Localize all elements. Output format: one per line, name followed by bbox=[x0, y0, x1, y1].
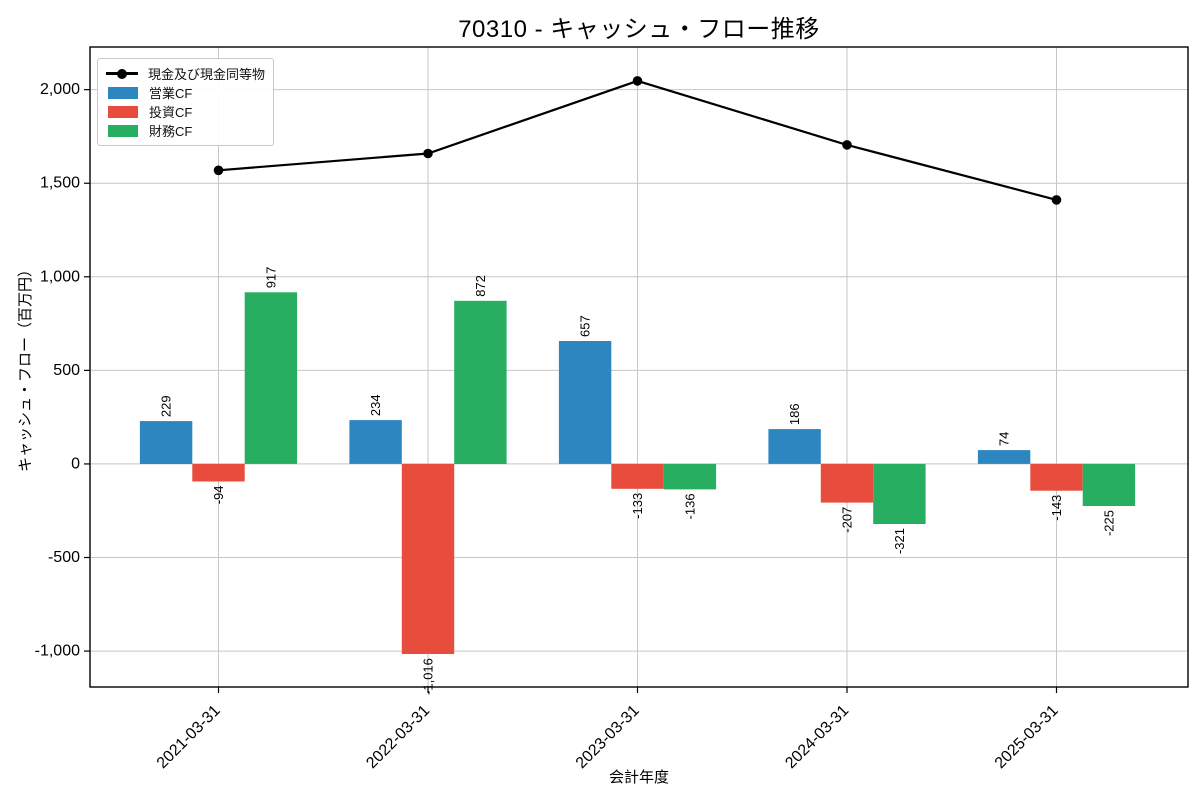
cash-equivalents-marker-2021-03-31 bbox=[213, 165, 224, 176]
bar-value-label: 872 bbox=[473, 275, 488, 297]
bar-value-label: -136 bbox=[682, 493, 697, 519]
y-tick-label: 1,000 bbox=[40, 268, 80, 285]
bar-value-label: -143 bbox=[1049, 495, 1064, 521]
cash-equivalents-marker-2023-03-31 bbox=[632, 76, 643, 86]
legend-item-investing-cf: 投資CF bbox=[104, 102, 265, 121]
bar-value-label: -94 bbox=[211, 486, 226, 505]
bar-value-label: 186 bbox=[787, 403, 802, 425]
bar-operating-cf-2021-03-31 bbox=[139, 421, 193, 464]
legend-item-operating-cf: 営業CF bbox=[104, 83, 265, 102]
x-tick-label: 2023-03-31 bbox=[573, 702, 643, 772]
bar-financing-cf-2022-03-31 bbox=[454, 300, 507, 464]
chart-legend: 現金及び現金同等物 営業CF 投資CF 財務CF bbox=[97, 58, 274, 146]
x-axis-title: 会計年度 bbox=[608, 769, 669, 786]
bar-value-label: 74 bbox=[997, 432, 1012, 446]
bar-value-label: 229 bbox=[159, 395, 174, 417]
legend-item-cash-equivalents: 現金及び現金同等物 bbox=[104, 64, 265, 83]
y-tick-label: 2,000 bbox=[40, 81, 80, 98]
bar-value-label: -207 bbox=[840, 507, 855, 533]
y-axis-title: キャッシュ・フロー（百万円） bbox=[17, 262, 34, 473]
x-tick-label: 2021-03-31 bbox=[154, 702, 224, 772]
y-tick-label: 0 bbox=[71, 455, 80, 472]
cash-equivalents-marker-2025-03-31 bbox=[1051, 195, 1062, 205]
blue-swatch-icon bbox=[104, 86, 142, 99]
bar-investing-cf-2023-03-31 bbox=[611, 463, 664, 489]
y-tick-label: -1,000 bbox=[35, 643, 80, 660]
bar-investing-cf-2021-03-31 bbox=[192, 463, 245, 482]
plot-border bbox=[89, 46, 1189, 688]
bar-operating-cf-2025-03-31 bbox=[977, 450, 1031, 464]
x-tick-label: 2022-03-31 bbox=[363, 702, 433, 772]
bar-investing-cf-2025-03-31 bbox=[1030, 463, 1083, 491]
y-tick-label: 1,500 bbox=[40, 175, 80, 192]
bar-financing-cf-2023-03-31 bbox=[663, 463, 717, 490]
bar-value-label: 657 bbox=[578, 315, 593, 337]
bar-value-label: 917 bbox=[263, 267, 278, 289]
bar-financing-cf-2025-03-31 bbox=[1082, 463, 1136, 506]
legend-label: 営業CF bbox=[149, 86, 193, 101]
bar-value-label: -1,016 bbox=[421, 658, 436, 695]
bar-value-label: 234 bbox=[368, 394, 383, 416]
bar-value-label: -225 bbox=[1101, 510, 1116, 536]
bar-operating-cf-2023-03-31 bbox=[558, 341, 612, 464]
bar-operating-cf-2022-03-31 bbox=[349, 420, 402, 464]
legend-label: 財務CF bbox=[149, 124, 193, 139]
y-tick-label: -500 bbox=[48, 549, 80, 566]
bar-value-label: -133 bbox=[630, 493, 645, 519]
legend-item-financing-cf: 財務CF bbox=[104, 121, 265, 140]
cash-equivalents-marker-2024-03-31 bbox=[842, 140, 852, 150]
legend-label: 現金及び現金同等物 bbox=[147, 67, 265, 82]
line-marker-icon bbox=[104, 72, 141, 75]
bar-operating-cf-2024-03-31 bbox=[768, 429, 821, 464]
bar-investing-cf-2024-03-31 bbox=[820, 463, 874, 503]
bar-financing-cf-2021-03-31 bbox=[244, 292, 298, 464]
green-swatch-icon bbox=[104, 124, 142, 137]
x-tick-label: 2025-03-31 bbox=[992, 702, 1062, 772]
chart-title: 70310 - キャッシュ・フロー推移 bbox=[458, 16, 820, 43]
x-tick-label: 2024-03-31 bbox=[782, 702, 852, 772]
legend-label: 投資CF bbox=[149, 105, 193, 120]
bar-investing-cf-2022-03-31 bbox=[401, 463, 455, 654]
cash-equivalents-marker-2022-03-31 bbox=[423, 148, 433, 159]
bar-value-label: -321 bbox=[892, 528, 907, 554]
y-tick-label: 500 bbox=[53, 362, 80, 379]
red-swatch-icon bbox=[104, 105, 142, 118]
bar-financing-cf-2024-03-31 bbox=[873, 463, 926, 524]
